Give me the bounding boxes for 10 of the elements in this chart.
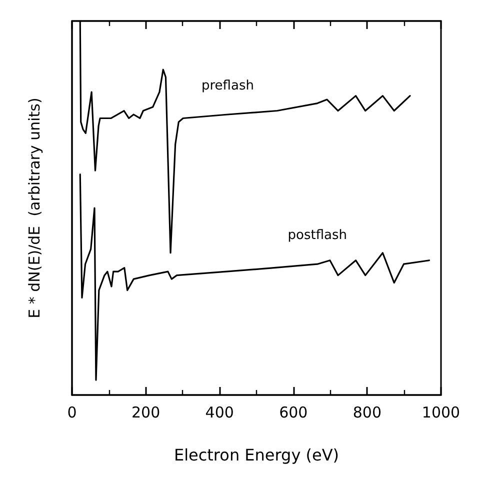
- y-axis-title: E * dN(E)/dE (arbitrary units): [26, 98, 44, 318]
- x-tick-label: 400: [205, 404, 234, 422]
- x-axis-title: Electron Energy (eV): [174, 446, 340, 464]
- x-tick-label: 0: [67, 404, 77, 422]
- series-label: preflash: [201, 78, 254, 94]
- x-tick-label: 1000: [422, 404, 460, 422]
- x-tick-label: 200: [131, 404, 160, 422]
- x-tick-label: 600: [279, 404, 308, 422]
- x-tick-label: 800: [352, 404, 382, 422]
- series-label: postflash: [288, 228, 348, 244]
